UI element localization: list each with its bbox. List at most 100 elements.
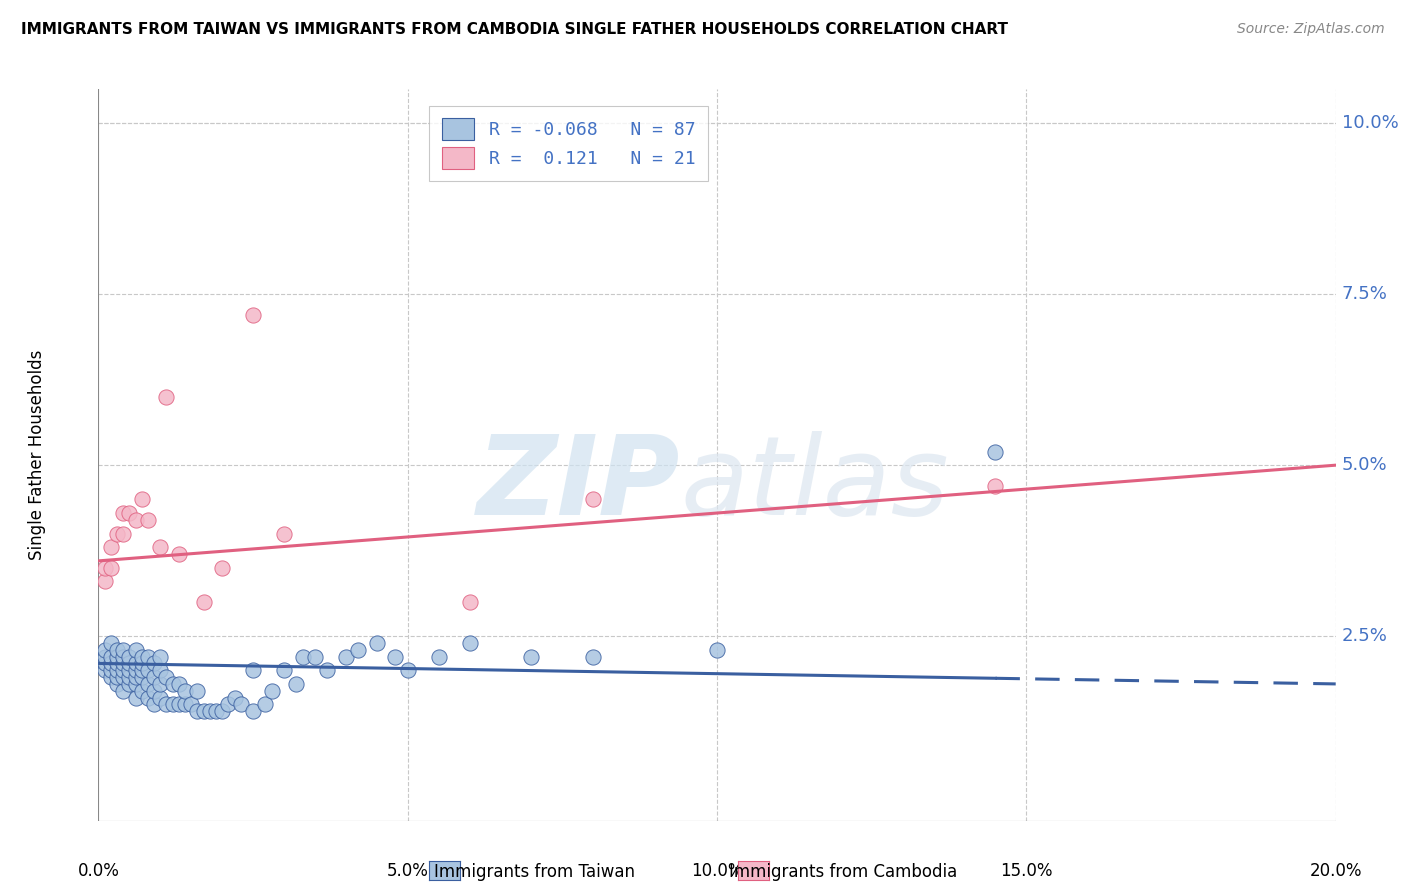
Point [105, 642, 128, 657]
Point [124, 663, 146, 677]
Point [136, 649, 159, 664]
Point [105, 657, 128, 671]
Point [93, 657, 115, 671]
Point [384, 649, 406, 664]
Point [285, 677, 308, 691]
Point [100, 540, 122, 554]
Text: 0.0%: 0.0% [77, 862, 120, 880]
Point [254, 698, 277, 712]
Point [582, 649, 605, 664]
Point [112, 642, 135, 657]
Point [105, 526, 128, 541]
Point [136, 677, 159, 691]
Point [100, 657, 122, 671]
Point [155, 698, 177, 712]
Point [124, 657, 146, 671]
Point [118, 649, 141, 664]
Point [242, 663, 264, 677]
Point [131, 649, 153, 664]
Point [155, 390, 177, 404]
Point [186, 683, 208, 698]
Point [93, 560, 115, 574]
Point [112, 657, 135, 671]
Point [205, 704, 228, 718]
Point [136, 663, 159, 677]
Point [124, 513, 146, 527]
Text: Immigrants from Cambodia: Immigrants from Cambodia [730, 863, 957, 881]
Point [242, 704, 264, 718]
Point [100, 560, 122, 574]
Point [93, 574, 115, 589]
Point [136, 690, 159, 705]
Point [180, 698, 202, 712]
Point [167, 677, 190, 691]
Point [167, 547, 190, 561]
Text: atlas: atlas [681, 431, 949, 538]
Point [224, 690, 246, 705]
Text: 10.0%: 10.0% [1341, 114, 1399, 132]
Point [112, 526, 135, 541]
Point [100, 670, 122, 684]
Point [167, 698, 190, 712]
Text: IMMIGRANTS FROM TAIWAN VS IMMIGRANTS FROM CAMBODIA SINGLE FATHER HOUSEHOLDS CORR: IMMIGRANTS FROM TAIWAN VS IMMIGRANTS FRO… [21, 22, 1008, 37]
Point [100, 649, 122, 664]
Point [143, 683, 166, 698]
Point [143, 670, 166, 684]
Point [100, 663, 122, 677]
Point [112, 670, 135, 684]
Point [155, 670, 177, 684]
Point [273, 526, 295, 541]
Point [217, 698, 239, 712]
Point [162, 698, 184, 712]
Point [984, 478, 1007, 492]
Legend: R = -0.068   N = 87, R =  0.121   N = 21: R = -0.068 N = 87, R = 0.121 N = 21 [429, 105, 709, 181]
Point [149, 649, 172, 664]
Point [335, 649, 357, 664]
Point [143, 657, 166, 671]
Point [124, 677, 146, 691]
Point [100, 636, 122, 650]
Point [520, 649, 543, 664]
Point [186, 704, 208, 718]
Point [124, 642, 146, 657]
Point [112, 683, 135, 698]
Point [93, 649, 115, 664]
Point [458, 636, 481, 650]
Point [174, 698, 197, 712]
Point [193, 704, 215, 718]
Text: Single Father Households: Single Father Households [28, 350, 45, 560]
Point [112, 506, 135, 520]
Point [149, 663, 172, 677]
Point [242, 308, 264, 322]
Text: Source: ZipAtlas.com: Source: ZipAtlas.com [1237, 22, 1385, 37]
Text: ZIP: ZIP [477, 431, 681, 538]
Point [105, 670, 128, 684]
Point [229, 698, 252, 712]
Point [291, 649, 314, 664]
Point [273, 663, 295, 677]
Point [131, 657, 153, 671]
Point [131, 663, 153, 677]
Point [427, 649, 450, 664]
Point [131, 492, 153, 507]
Point [984, 444, 1007, 458]
Point [149, 690, 172, 705]
Point [112, 649, 135, 664]
Point [149, 540, 172, 554]
Text: 15.0%: 15.0% [1000, 862, 1053, 880]
Point [105, 677, 128, 691]
Point [112, 663, 135, 677]
Point [582, 492, 605, 507]
Text: Immigrants from Taiwan: Immigrants from Taiwan [434, 863, 634, 881]
Point [124, 670, 146, 684]
Point [118, 663, 141, 677]
Point [118, 670, 141, 684]
Point [131, 670, 153, 684]
Point [396, 663, 419, 677]
Text: 2.5%: 2.5% [1341, 627, 1388, 645]
Point [93, 642, 115, 657]
Point [260, 683, 283, 698]
Point [162, 677, 184, 691]
Text: 7.5%: 7.5% [1341, 285, 1388, 303]
Point [131, 683, 153, 698]
